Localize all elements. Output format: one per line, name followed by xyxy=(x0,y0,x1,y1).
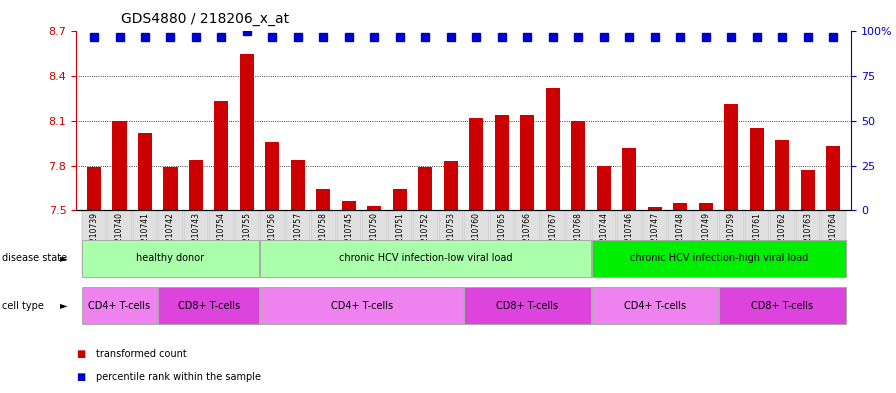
Text: cell type: cell type xyxy=(2,301,44,310)
Bar xyxy=(470,118,484,210)
Text: CD8+ T-cells: CD8+ T-cells xyxy=(752,301,814,310)
Bar xyxy=(291,160,305,210)
Text: healthy donor: healthy donor xyxy=(136,253,204,263)
Text: CD4+ T-cells: CD4+ T-cells xyxy=(624,301,686,310)
Text: percentile rank within the sample: percentile rank within the sample xyxy=(96,372,261,382)
Bar xyxy=(189,160,203,210)
Bar xyxy=(699,203,713,210)
Bar xyxy=(623,148,636,210)
Text: ■: ■ xyxy=(76,372,85,382)
Text: CD4+ T-cells: CD4+ T-cells xyxy=(331,301,392,310)
Bar xyxy=(393,189,407,210)
Bar xyxy=(113,121,126,210)
Bar xyxy=(648,207,662,210)
Bar xyxy=(87,167,101,210)
Text: transformed count: transformed count xyxy=(96,349,186,359)
Text: ■: ■ xyxy=(76,349,85,359)
Bar xyxy=(342,201,356,210)
Bar xyxy=(826,146,840,210)
Bar xyxy=(265,142,280,210)
Bar xyxy=(750,128,764,210)
Bar xyxy=(801,170,814,210)
Bar xyxy=(418,167,433,210)
Bar xyxy=(546,88,560,210)
Bar xyxy=(597,165,611,210)
Bar xyxy=(214,101,228,210)
Text: chronic HCV infection-high viral load: chronic HCV infection-high viral load xyxy=(630,253,808,263)
Text: CD8+ T-cells: CD8+ T-cells xyxy=(177,301,240,310)
Text: chronic HCV infection-low viral load: chronic HCV infection-low viral load xyxy=(339,253,513,263)
Bar xyxy=(163,167,177,210)
Bar xyxy=(367,206,382,210)
Text: GDS4880 / 218206_x_at: GDS4880 / 218206_x_at xyxy=(121,12,289,26)
Bar xyxy=(316,189,331,210)
Bar xyxy=(240,54,254,210)
Text: ►: ► xyxy=(60,301,67,310)
Bar xyxy=(775,140,789,210)
Bar xyxy=(572,121,585,210)
Text: ►: ► xyxy=(60,253,67,263)
Text: disease state: disease state xyxy=(2,253,67,263)
Text: CD4+ T-cells: CD4+ T-cells xyxy=(89,301,151,310)
Bar xyxy=(138,133,152,210)
Bar xyxy=(495,115,509,210)
Bar xyxy=(521,115,534,210)
Text: CD8+ T-cells: CD8+ T-cells xyxy=(496,301,558,310)
Bar xyxy=(444,161,458,210)
Bar xyxy=(724,105,738,210)
Bar xyxy=(674,203,687,210)
